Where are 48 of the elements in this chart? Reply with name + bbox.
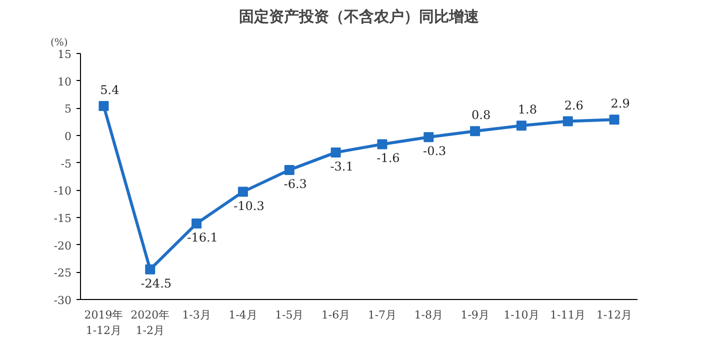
x-tick-label: 1-5月 xyxy=(275,308,304,322)
point xyxy=(562,116,573,126)
point xyxy=(145,264,156,274)
y-tick-label: -10 xyxy=(54,184,72,198)
x-tick-label: 1-8月 xyxy=(414,308,443,322)
y-tick-label: 0 xyxy=(64,130,72,143)
x-tick-label: 2019年 1-12月 xyxy=(84,308,124,338)
x-tick-label: 1-10月 xyxy=(504,308,540,322)
data-label: 5.4 xyxy=(100,82,120,97)
point xyxy=(424,132,434,142)
x-tick-label: 1-4月 xyxy=(228,308,258,322)
x-tick-label: 1-3月 xyxy=(182,308,211,322)
data-label: 2.6 xyxy=(564,98,584,112)
point xyxy=(330,147,341,158)
y-tick-label: -15 xyxy=(54,212,72,225)
data-label: 0.8 xyxy=(472,108,491,122)
point xyxy=(516,120,526,131)
point xyxy=(238,186,248,197)
y-tick-label: -20 xyxy=(54,239,72,252)
point xyxy=(470,126,480,136)
x-tick-label: 1-7月 xyxy=(368,308,397,322)
y-tick-label: -30 xyxy=(54,294,72,307)
y-tick-label: -25 xyxy=(54,266,72,280)
point xyxy=(284,164,294,175)
y-tick-label: 5 xyxy=(64,102,72,116)
x-tick-label: 2020年 1-2月 xyxy=(130,308,170,338)
y-tick-label: 10 xyxy=(58,75,72,88)
x-tick-label: 1-6月 xyxy=(321,308,350,322)
data-label: -1.6 xyxy=(376,151,400,166)
point xyxy=(377,139,388,150)
data-label: 1.8 xyxy=(518,102,538,117)
data-label: -6.3 xyxy=(284,176,307,191)
data-label: 2.9 xyxy=(610,96,630,111)
y-tick-label: 15 xyxy=(58,48,72,61)
point xyxy=(609,114,620,125)
y-axis-title: (%) xyxy=(50,38,68,48)
y-tick-label: -5 xyxy=(60,157,72,170)
x-tick-label: 1-12月 xyxy=(596,308,632,322)
data-label: -10.3 xyxy=(234,198,264,213)
x-tick-label: 1-9月 xyxy=(460,308,490,322)
point xyxy=(192,218,202,229)
data-label: -24.5 xyxy=(140,276,172,290)
chart-title: 固定资产投资（不含农户）同比增速 xyxy=(239,8,480,26)
point xyxy=(98,100,109,111)
data-label: -3.1 xyxy=(330,159,354,174)
data-label: -0.3 xyxy=(423,144,446,158)
x-tick-label: 1-11月 xyxy=(550,308,586,322)
data-label: -16.1 xyxy=(187,230,218,245)
